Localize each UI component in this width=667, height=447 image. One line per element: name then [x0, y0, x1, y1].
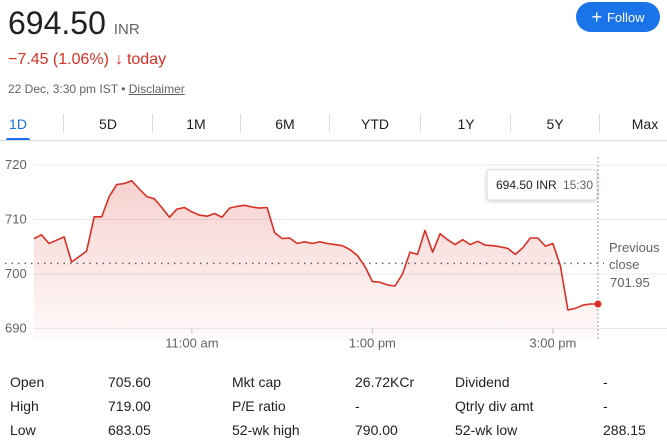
last-price-dot — [594, 300, 602, 308]
tab-1m[interactable]: 1M — [186, 116, 206, 132]
active-tab-indicator — [6, 138, 30, 141]
follow-button[interactable]: + Follow — [576, 2, 660, 32]
y-axis-labels: 720 710 700 690 — [5, 157, 27, 336]
y-tick-label: 690 — [5, 321, 27, 336]
timestamp-row: 22 Dec, 3:30 pm IST • Disclaimer — [8, 82, 185, 96]
price-header: 694.50 INR — [8, 4, 140, 42]
stat-label: Dividend — [455, 374, 510, 390]
plus-icon: + — [591, 7, 602, 27]
tab-5y[interactable]: 5Y — [546, 116, 564, 132]
price-line — [33, 180, 598, 311]
stat-value: - — [603, 398, 608, 414]
change-amount: −7.45 (1.06%) — [8, 51, 109, 68]
previous-close-label: Previous close 701.95 — [609, 240, 660, 290]
tab-max[interactable]: Max — [631, 116, 659, 132]
tab-divider — [63, 114, 64, 132]
arrow-down-icon: ↓ — [114, 51, 123, 68]
stat-label: High — [10, 398, 39, 414]
tab-1d[interactable]: 1D — [9, 116, 27, 132]
current-price: 694.50 — [8, 5, 106, 41]
timestamp: 22 Dec, 3:30 pm IST — [8, 82, 118, 96]
stat-label: 52-wk high — [232, 422, 300, 438]
stat-label: 52-wk low — [455, 422, 518, 438]
tab-1y[interactable]: 1Y — [457, 116, 475, 132]
tooltip-price: 694.50 INR — [496, 178, 557, 192]
change-period: today — [126, 51, 167, 68]
tooltip-time: 15:30 — [563, 178, 593, 192]
disclaimer-link[interactable]: Disclaimer — [128, 82, 185, 96]
hover-tooltip: 694.50 INR 15:30 — [486, 169, 598, 201]
y-tick-label: 720 — [5, 157, 27, 172]
tooltip-box — [486, 169, 598, 201]
stat-label: Low — [10, 422, 36, 438]
stat-label: Mkt cap — [232, 374, 282, 390]
follow-label: Follow — [606, 9, 645, 25]
stat-value: 288.15 — [603, 422, 646, 438]
previous-close-label-line1: Previous — [609, 240, 660, 255]
y-tick-label: 710 — [5, 212, 27, 227]
previous-close-label-line2: close — [609, 257, 639, 272]
stat-value: 705.60 — [108, 374, 151, 390]
stat-label: P/E ratio — [232, 398, 286, 414]
tab-divider — [152, 114, 153, 132]
stat-value: 719.00 — [108, 398, 151, 414]
stat-value: - — [603, 374, 608, 390]
separator-dot: • — [121, 82, 126, 96]
price-change: −7.45 (1.06%) ↓ today — [8, 51, 166, 69]
tab-5d[interactable]: 5D — [99, 116, 117, 132]
price-area-fill — [34, 180, 598, 340]
tab-divider — [599, 114, 600, 132]
stat-value: 683.05 — [108, 422, 151, 438]
tab-divider — [329, 114, 330, 132]
stat-value: 26.72KCr — [355, 374, 415, 390]
tab-ytd[interactable]: YTD — [361, 116, 389, 132]
tab-divider — [240, 114, 241, 132]
previous-close-value: 701.95 — [610, 275, 650, 290]
tab-6m[interactable]: 6M — [275, 116, 295, 132]
stat-label: Qtrly div amt — [455, 398, 534, 414]
tabs-divider-line — [0, 140, 667, 141]
stat-label: Open — [10, 374, 45, 390]
stat-value: 790.00 — [355, 422, 398, 438]
tab-divider — [510, 114, 511, 132]
currency-label: INR — [113, 21, 140, 38]
y-tick-label: 700 — [5, 266, 27, 281]
range-tabs: 1D 5D 1M 6M YTD 1Y 5Y Max — [0, 110, 667, 138]
tab-divider — [420, 114, 421, 132]
stat-value: - — [355, 398, 360, 414]
